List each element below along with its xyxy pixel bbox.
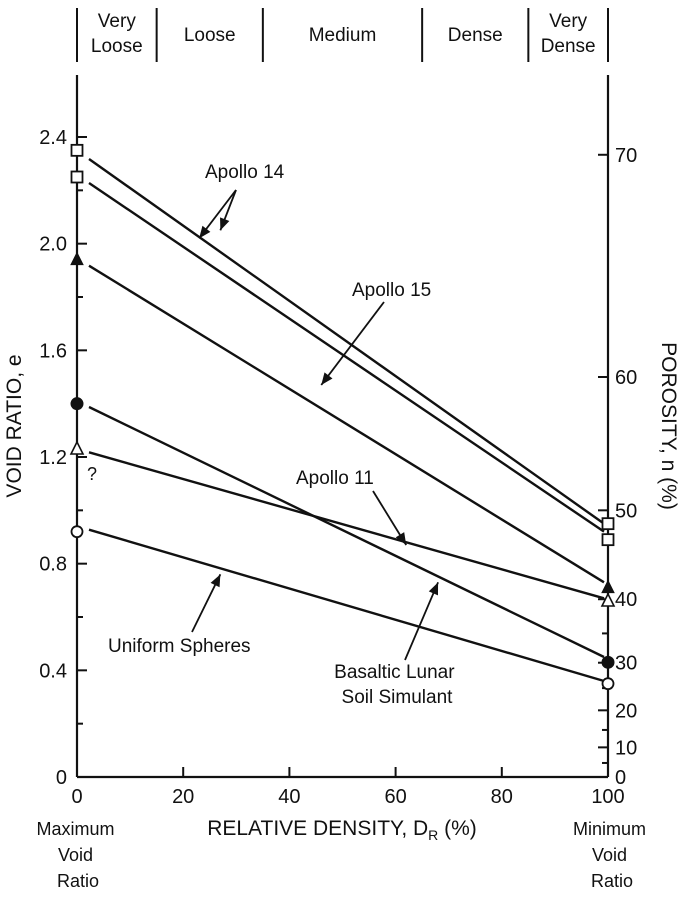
open-square-marker xyxy=(601,517,615,531)
max-void-ratio-note: Maximum Void Ratio xyxy=(36,819,119,891)
ticks: 0 20 40 60 80 10000.40.81.21.62.02.4010203040… xyxy=(39,127,637,808)
annotation-arrow xyxy=(320,301,385,386)
annotation-arrowhead xyxy=(428,582,439,596)
min-void-ratio-note: Minimum Void Ratio xyxy=(573,819,651,891)
band-label: Dense xyxy=(448,25,503,46)
y-axis-label: VOID RATIO, e xyxy=(3,354,26,497)
band-label: Medium xyxy=(309,25,377,46)
annotation-apollo-15: Apollo 15 xyxy=(352,280,431,301)
y2-tick-label: 20 xyxy=(615,700,637,722)
open-triangle-marker xyxy=(600,592,616,607)
annotation-arrowhead xyxy=(321,372,333,385)
annotation-apollo-14: Apollo 14 xyxy=(205,162,285,183)
filled-circle-marker xyxy=(601,655,615,669)
filled-triangle-marker xyxy=(70,251,84,266)
series-lines xyxy=(88,158,605,683)
open-circle-marker xyxy=(70,525,84,539)
annotation-basaltic-line: Soil Simulant xyxy=(342,687,454,708)
y-tick-label: 1.6 xyxy=(39,340,67,362)
annotation-arrowhead xyxy=(395,532,407,545)
annotation-arrow xyxy=(404,581,439,661)
x-axis-label-subscript: R xyxy=(428,827,438,843)
open-triangle-marker xyxy=(69,440,85,455)
question-mark: ? xyxy=(87,464,97,484)
x-tick-label: 60 xyxy=(384,786,406,808)
annotation-basaltic-simulant: Basaltic Lunar Soil Simulant xyxy=(334,662,460,708)
x-tick-label: 0 xyxy=(71,786,82,808)
x-tick-label: 80 xyxy=(491,786,513,808)
x-axis-label: RELATIVE DENSITY, DR (%) xyxy=(207,817,477,843)
series-line xyxy=(88,451,605,600)
y2-tick-label: 50 xyxy=(615,500,637,522)
y-tick-label: 0 xyxy=(56,767,67,789)
y-tick-label: 2.4 xyxy=(39,127,67,149)
y2-tick-label: 60 xyxy=(615,367,637,389)
y2-tick-label: 0 xyxy=(615,767,626,789)
band-label: Very xyxy=(98,11,137,32)
y2-tick-label: 30 xyxy=(615,653,637,675)
series-line xyxy=(88,182,605,533)
y2-tick-label: 40 xyxy=(615,589,637,611)
band-label: Very xyxy=(549,11,588,32)
y-tick-label: 0.8 xyxy=(39,554,67,576)
y2-tick-label: 10 xyxy=(615,737,637,759)
series-line xyxy=(88,158,605,525)
band-label: Loose xyxy=(91,36,143,57)
max-void-ratio-note-line: Ratio xyxy=(57,871,99,891)
series-line xyxy=(88,528,605,683)
x-tick-label: 40 xyxy=(278,786,300,808)
open-square-marker xyxy=(70,170,84,184)
y2-axis-label: POROSITY, n (%) xyxy=(657,342,680,510)
annotation-arrowhead xyxy=(210,574,221,588)
x-tick-label: 100 xyxy=(591,786,624,808)
x-axis-label-unit: (%) xyxy=(438,817,477,840)
x-tick-label: 20 xyxy=(172,786,194,808)
annotations xyxy=(191,189,439,661)
y-tick-label: 2.0 xyxy=(39,234,67,256)
annotation-basaltic-line: Basaltic Lunar xyxy=(334,662,455,683)
series-line xyxy=(88,405,605,659)
density-bands: Very Loose Loose Medium Dense Very Dense xyxy=(76,8,609,62)
annotation-arrowhead xyxy=(199,225,211,239)
y-tick-label: 0.4 xyxy=(39,660,67,682)
max-void-ratio-note-line: Maximum xyxy=(36,819,114,839)
series-markers xyxy=(69,143,616,691)
annotation-apollo-11: Apollo 11 xyxy=(296,468,374,489)
x-axis-label-main: RELATIVE DENSITY, D xyxy=(207,817,428,840)
open-circle-marker xyxy=(601,677,615,691)
filled-circle-marker xyxy=(70,397,84,411)
band-label: Loose xyxy=(184,25,236,46)
min-void-ratio-note-line: Ratio xyxy=(591,871,633,891)
y2-tick-label: 70 xyxy=(615,145,637,167)
open-square-marker xyxy=(70,143,84,157)
max-void-ratio-note-line: Void xyxy=(58,845,93,865)
min-void-ratio-note-line: Minimum xyxy=(573,819,646,839)
open-square-marker xyxy=(601,533,615,547)
series-line xyxy=(88,264,605,584)
band-label: Dense xyxy=(541,36,596,57)
annotation-arrowhead xyxy=(220,217,230,231)
y-tick-label: 1.2 xyxy=(39,447,67,469)
min-void-ratio-note-line: Void xyxy=(592,845,627,865)
annotation-uniform-spheres: Uniform Spheres xyxy=(108,636,251,657)
